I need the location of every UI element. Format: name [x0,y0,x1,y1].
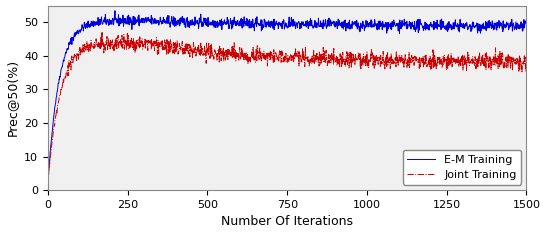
Y-axis label: Prec@50(%): Prec@50(%) [5,59,19,136]
E-M Training [523,23,530,26]
Legend: E-M Training, Joint Training: E-M Training, Joint Training [403,150,521,185]
E-M Training [266,23,273,26]
E-M Training [45,176,51,179]
Joint Training [82,45,88,48]
E-M Training [112,9,118,12]
E-M Training [82,25,88,28]
E-M Training [317,19,324,22]
Line: E-M Training: E-M Training [48,11,526,177]
E-M Training [248,22,255,25]
Joint Training [98,31,105,34]
Joint Training [523,58,530,61]
E-M Training [258,29,265,32]
X-axis label: Number Of Iterations: Number Of Iterations [221,216,353,228]
E-M Training [102,16,108,19]
Joint Training [258,59,265,62]
Joint Training [266,53,273,56]
Joint Training [102,44,108,46]
Line: Joint Training: Joint Training [48,32,526,179]
Joint Training [317,63,324,66]
Joint Training [248,55,255,58]
Joint Training [45,177,51,180]
